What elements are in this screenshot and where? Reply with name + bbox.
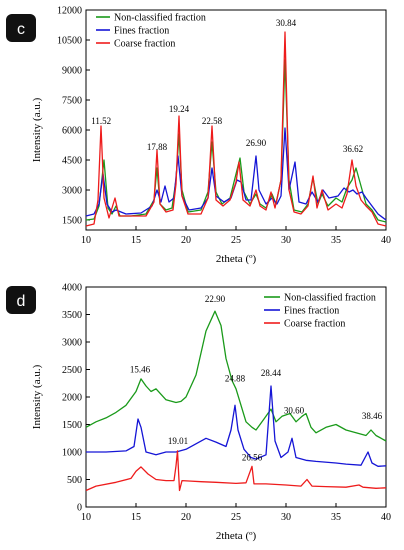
y-tick-label-d-2: 1000 [62,448,82,459]
series-line-c-0 [85,59,387,223]
legend-d-label-0: Non-classified fraction [284,293,376,304]
peak-label-c-0: 11.52 [91,116,111,126]
y-tick-label-d-4: 2000 [62,393,82,404]
x-tick-label-c-2: 20 [181,235,191,246]
legend-d-label-1: Fines fraction [284,306,339,317]
peak-label-d-1: 22.90 [205,294,226,304]
peak-label-c-1: 17.88 [147,142,168,152]
peak-label-c-5: 30.84 [276,18,297,28]
legend-c: Non-classified fraction Fines fraction C… [96,13,206,50]
y-tick-label-d-0: 0 [77,503,82,514]
x-axis-label-c: 2theta (º) [216,253,257,265]
y-tick-label-c-4: 7500 [62,96,82,107]
x-tick-label-d-0: 10 [81,512,91,523]
y-tick-label-c-3: 6000 [62,126,82,137]
series-line-d-2 [85,450,387,492]
peak-label-d-0: 15.46 [130,364,151,374]
y-tick-label-d-1: 500 [67,475,82,486]
series-line-c-1 [85,127,387,221]
panel-badge-d-label: d [17,293,26,310]
x-tick-label-d-4: 30 [281,512,291,523]
panel-badge-c [6,14,36,42]
x-tick-label-c-4: 30 [281,235,291,246]
x-tick-label-d-6: 40 [381,512,391,523]
legend-c-label-1: Fines fraction [114,26,169,37]
y-axis-label-d: Intensity (a.u.) [31,364,43,429]
legend-c-label-2: Coarse fraction [114,39,175,50]
annotations-c: 11.52 17.88 19.24 22.58 26.90 30.84 36.62 [91,18,363,154]
chart-panel-d: d 10 15 20 25 30 35 40 0 500 1000 1500 2000 2500 3000… [6,283,391,542]
x-tick-label-d-5: 35 [331,512,341,523]
series-line-d-1 [86,385,387,467]
series-group-c [85,31,387,227]
x-tick-label-d-1: 15 [131,512,141,523]
y-tick-label-c-7: 12000 [57,6,82,17]
peak-label-d-6: 26.56 [242,452,263,462]
peak-label-d-4: 30.60 [284,406,305,416]
peak-label-d-7: 38.46 [362,411,383,421]
y-tick-label-c-6: 10500 [57,36,82,47]
y-tick-label-d-7: 3500 [62,310,82,321]
series-group-d [85,310,387,492]
series-line-c-2 [85,31,387,227]
x-tick-label-d-2: 20 [181,512,191,523]
y-tick-label-d-8: 4000 [62,283,82,294]
axis-ticks-d: 10 15 20 25 30 35 40 0 500 1000 1500 2000 2500 3000 35… [62,283,391,524]
legend-d-label-2: Coarse fraction [284,319,345,330]
panel-badge-d [6,286,36,314]
x-tick-label-c-1: 15 [131,235,141,246]
peak-label-c-4: 26.90 [246,138,267,148]
y-tick-label-d-6: 3000 [62,338,82,349]
x-tick-label-c-6: 40 [381,235,391,246]
x-tick-label-c-0: 10 [81,235,91,246]
x-tick-label-d-3: 25 [231,512,241,523]
peak-label-d-2: 24.88 [225,374,246,384]
legend-d: Non-classified fraction Fines fraction C… [264,293,376,330]
y-tick-label-c-0: 1500 [62,216,82,227]
x-tick-label-c-5: 35 [331,235,341,246]
annotations-d: 15.46 22.90 24.88 28.44 30.60 19.01 26.56 38.46 [130,294,383,462]
chart-panel-c: c 10 15 20 25 30 35 40 1500 3000 4500 6000 7500 9000… [6,6,391,265]
peak-label-c-3: 22.58 [202,116,223,126]
series-line-d-0 [85,310,387,442]
legend-c-label-0: Non-classified fraction [114,13,206,24]
peak-label-d-3: 28.44 [261,368,282,378]
y-tick-label-d-3: 1500 [62,420,82,431]
panel-badge-c-label: c [17,21,25,38]
y-axis-label-c: Intensity (a.u.) [31,97,43,162]
x-tick-label-c-3: 25 [231,235,241,246]
x-axis-label-d: 2theta (º) [216,530,257,542]
peak-label-d-5: 19.01 [168,436,188,446]
y-tick-label-d-5: 2500 [62,365,82,376]
peak-label-c-2: 19.24 [169,104,190,114]
y-tick-label-c-5: 9000 [62,66,82,77]
y-tick-label-c-2: 4500 [62,156,82,167]
peak-label-c-6: 36.62 [343,144,363,154]
y-tick-label-c-1: 3000 [62,186,82,197]
